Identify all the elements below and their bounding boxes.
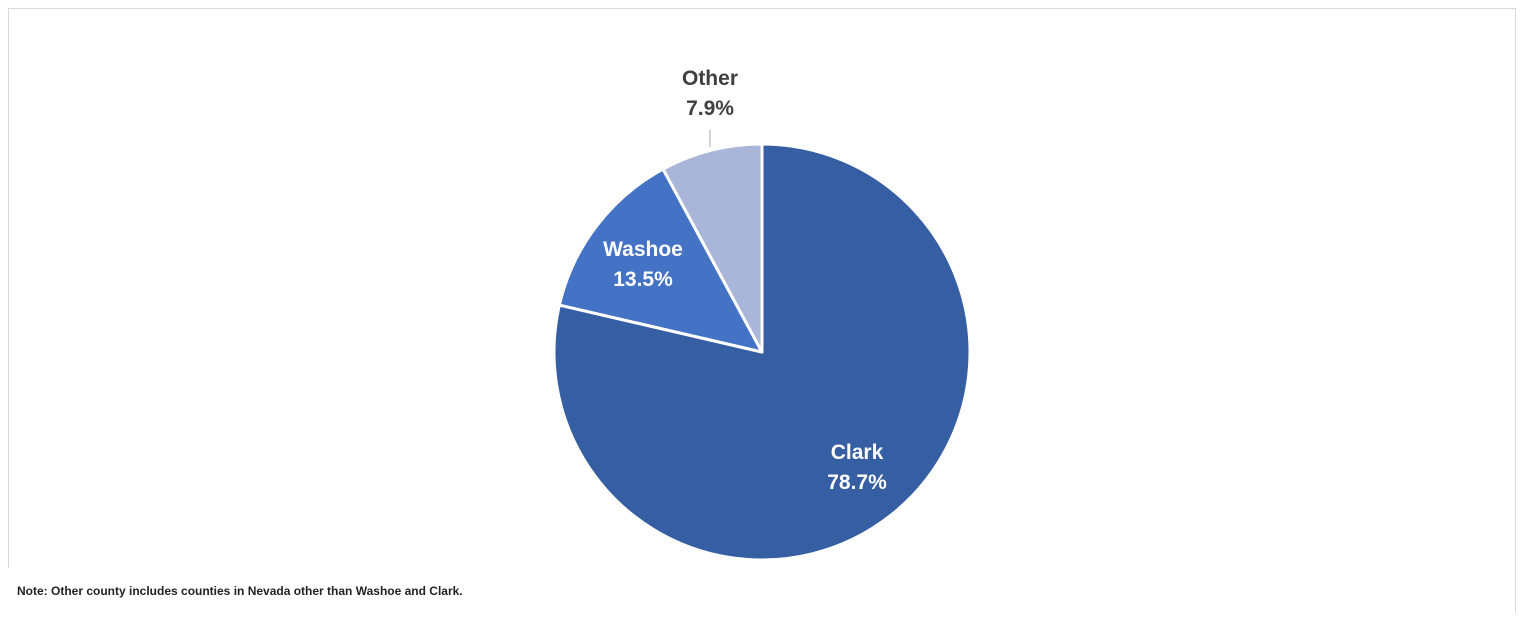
slice-label-other: Other [682,67,738,90]
slice-value-washoe: 13.5% [613,268,673,291]
slice-other [661,142,764,354]
chart-note: Note: Other county includes counties in … [17,584,463,598]
slice-value-other: 7.9% [686,97,734,120]
slice-value-clark: 78.7% [827,471,887,494]
note-frame-edge [1515,568,1516,613]
chart-frame [8,8,1516,568]
pie-labels: Clark 78.7% Washoe 13.5% Other 7.9% [603,67,887,494]
slice-label-clark: Clark [831,441,884,464]
slice-washoe [557,167,764,354]
slice-clark [552,142,972,562]
slice-label-washoe: Washoe [603,238,683,261]
pie-slices [552,142,972,562]
